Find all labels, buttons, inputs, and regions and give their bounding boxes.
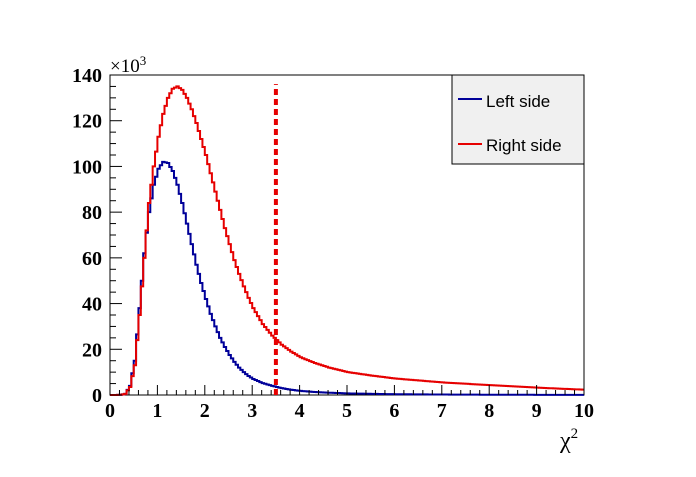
- y-tick-label: 100: [72, 156, 102, 178]
- legend: Left side Right side: [451, 74, 585, 165]
- x-tick-label: 3: [247, 400, 257, 422]
- x-tick-label: 8: [484, 400, 494, 422]
- y-tick-label: 120: [72, 111, 102, 133]
- x-tick-label: 4: [295, 400, 305, 422]
- x-tick-label: 7: [437, 400, 447, 422]
- x-axis-label: χ2: [559, 426, 578, 454]
- y-exponent-label: ×103: [110, 53, 146, 77]
- y-tick-label: 80: [82, 202, 102, 224]
- x-tick-label: 9: [532, 400, 542, 422]
- legend-label-right-side: Right side: [486, 136, 562, 155]
- y-tick-label: 140: [72, 65, 102, 87]
- x-tick-label: 0: [105, 400, 115, 422]
- series-right-side: [110, 85, 584, 396]
- y-tick-label: 20: [82, 339, 102, 361]
- legend-label-left-side: Left side: [486, 92, 550, 111]
- y-tick-label: 60: [82, 248, 102, 270]
- y-tick-label: 40: [82, 294, 102, 316]
- x-tick-label: 1: [152, 400, 162, 422]
- x-tick-label: 2: [200, 400, 210, 422]
- y-tick-label: 0: [92, 385, 102, 407]
- legend-box: [451, 74, 585, 165]
- x-tick-label: 10: [574, 400, 594, 422]
- x-tick-label: 6: [389, 400, 399, 422]
- series-layer: [110, 85, 584, 396]
- series-left-side: [110, 160, 584, 396]
- x-tick-label: 5: [342, 400, 352, 422]
